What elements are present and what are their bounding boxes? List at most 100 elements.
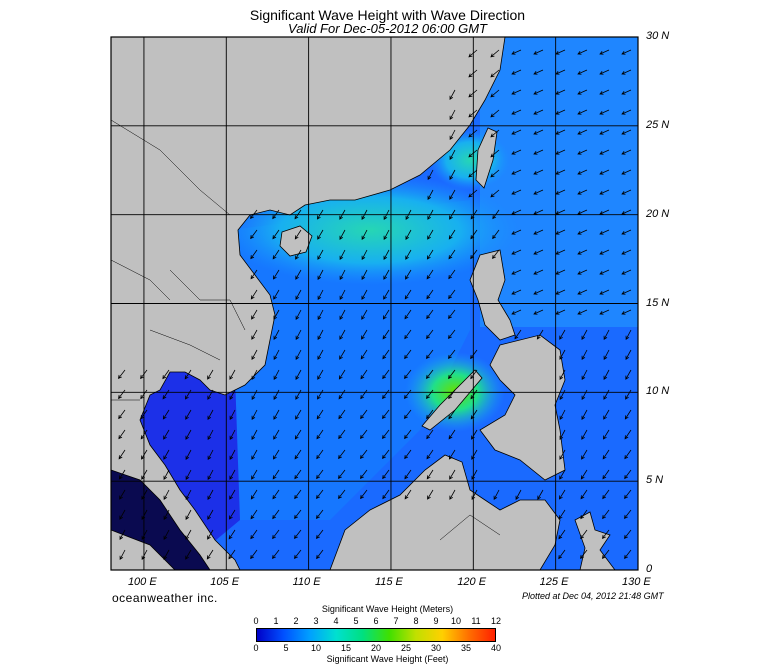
colorbar-feet-tick: 10: [310, 643, 321, 653]
colorbar-meters-tick: 0: [253, 616, 259, 626]
wave-height-colorbar: [256, 628, 496, 642]
wave-arrow: [559, 409, 566, 421]
wave-arrow: [382, 329, 390, 340]
longitude-label: 130 E: [622, 576, 651, 588]
wave-arrow: [163, 449, 170, 460]
luzon-island: [469, 249, 516, 341]
wave-arrow: [316, 489, 324, 500]
pacific-ocean: [480, 37, 638, 327]
wave-arrow: [601, 529, 610, 540]
colorbar-feet-tick: 20: [370, 643, 381, 653]
wave-arrow: [559, 389, 566, 401]
wave-arrow: [447, 349, 456, 360]
wave-arrow: [271, 549, 280, 560]
wave-arrow: [317, 329, 324, 341]
wave-arrow: [447, 329, 456, 339]
wave-arrow: [533, 49, 544, 55]
wave-arrow: [229, 389, 236, 400]
wave-arrow: [163, 529, 170, 541]
wave-arrow: [361, 229, 368, 241]
colorbar-feet-tick: 25: [400, 643, 411, 653]
wave-arrow: [295, 349, 302, 361]
wave-arrow: [599, 49, 610, 55]
colorbar-meters-tick: 6: [373, 616, 379, 626]
colorbar-feet-tick: 30: [430, 643, 441, 653]
wave-arrow: [360, 409, 368, 420]
colorbar-feet-title: Significant Wave Height (Feet): [326, 654, 449, 664]
wave-arrow: [448, 309, 456, 320]
wave-arrow: [625, 329, 632, 341]
wave-arrow: [382, 389, 390, 400]
wave-arrow: [449, 189, 456, 200]
wave-arrow: [558, 549, 566, 560]
wave-arrow: [185, 489, 192, 501]
wave-arrow: [449, 129, 456, 141]
wave-arrow: [577, 109, 588, 115]
wave-arrow: [426, 409, 434, 420]
wave-arrow: [272, 529, 280, 540]
wave-arrow: [272, 229, 280, 240]
wave-arrow: [448, 409, 456, 420]
wave-arrow: [317, 269, 324, 280]
wave-arrow: [251, 449, 258, 460]
wave-arrow: [250, 209, 258, 220]
wave-arrow: [448, 289, 456, 300]
wave-arrow: [577, 169, 588, 175]
wave-arrow: [315, 509, 324, 519]
wave-arrow: [558, 529, 566, 540]
wave-arrow: [273, 449, 280, 460]
wave-arrow: [580, 509, 588, 520]
wave-arrow: [426, 449, 434, 460]
wave-arrow: [449, 169, 456, 180]
wave-arrow: [251, 309, 258, 320]
wave-arrow: [229, 409, 236, 421]
wave-arrow: [381, 429, 390, 439]
wave-arrow: [163, 489, 170, 501]
wave-arrow: [426, 389, 434, 400]
wave-arrow: [339, 249, 346, 261]
wave-arrow: [185, 449, 192, 460]
wave-arrow: [426, 329, 434, 340]
wave-arrow: [602, 469, 610, 480]
wave-arrow: [621, 309, 632, 315]
wave-arrow: [599, 109, 610, 115]
wave-arrow: [339, 289, 346, 301]
wave-arrow: [185, 469, 192, 481]
wave-arrow: [490, 129, 500, 138]
wave-arrow: [490, 49, 500, 58]
wave-arrow: [162, 409, 170, 420]
map-subtitle: Valid For Dec-05-2012 06:00 GMT: [288, 21, 487, 36]
wave-arrow: [272, 509, 280, 520]
wave-arrow: [511, 169, 522, 175]
wave-arrow: [603, 369, 610, 380]
wave-arrow: [295, 309, 302, 321]
wave-arrow: [162, 389, 170, 400]
wave-arrow: [273, 349, 280, 361]
wave-arrow: [293, 549, 302, 560]
wave-arrow: [294, 489, 302, 500]
wave-arrow: [490, 89, 500, 98]
wave-arrow: [338, 409, 346, 420]
wave-arrow: [403, 389, 412, 399]
wave-arrow: [360, 349, 368, 360]
wave-arrow: [207, 389, 214, 400]
wave-arrow: [580, 529, 588, 540]
wave-arrow: [118, 469, 126, 480]
wave-arrow: [317, 249, 324, 260]
colorbar-feet-tick: 40: [490, 643, 501, 653]
wave-arrow: [383, 249, 390, 260]
wave-arrow: [625, 389, 632, 400]
wave-arrow: [603, 329, 610, 341]
wave-arrow: [338, 429, 346, 440]
colorbar-meters-tick: 10: [450, 616, 461, 626]
wave-arrow: [580, 489, 588, 500]
wave-arrow: [250, 549, 258, 560]
wave-arrow: [339, 349, 346, 360]
wave-arrow: [251, 369, 258, 381]
wave-arrow: [448, 429, 456, 440]
wave-arrow: [207, 509, 214, 520]
wave-arrow: [360, 429, 368, 440]
wave-arrow: [317, 229, 324, 240]
wave-arrow: [511, 49, 522, 55]
wave-arrow: [426, 269, 434, 280]
